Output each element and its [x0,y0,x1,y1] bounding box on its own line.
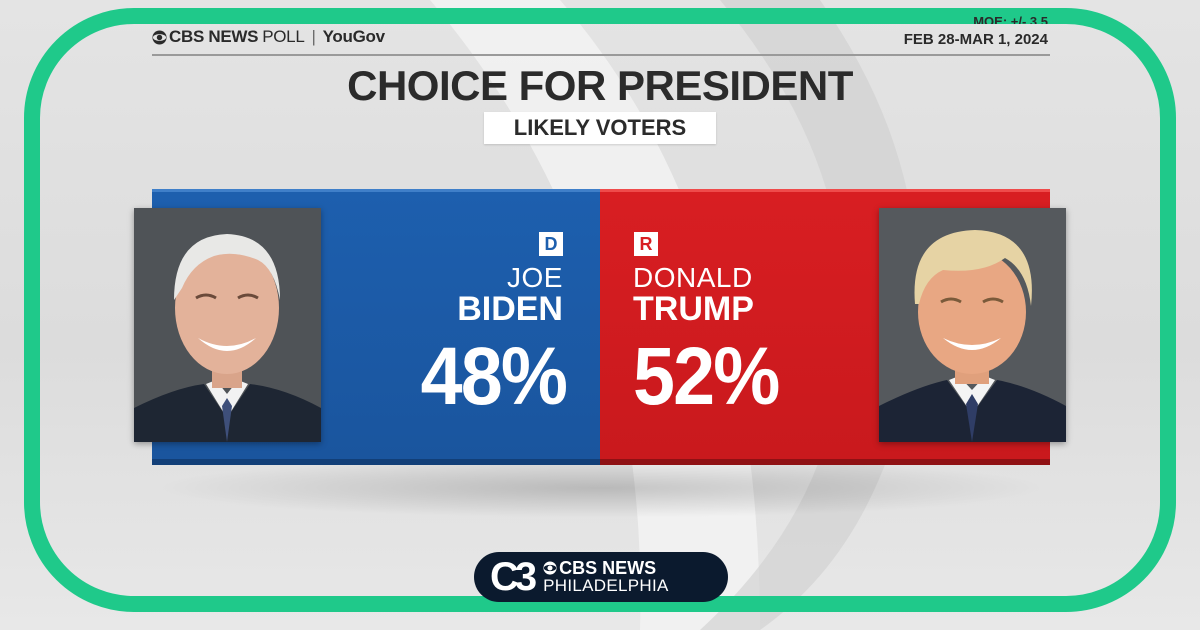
graphic-subtitle: LIKELY VOTERS [484,112,716,144]
panel-shadow [152,458,1050,518]
poll-brand: CBS NEWS POLL | YouGov [152,26,385,48]
candidate-percent-trump: 52% [633,331,780,422]
margin-of-error: MOE: +/- 3.5 [973,14,1048,24]
candidate-last-name-biden: BIDEN [457,290,563,328]
party-badge-democrat: D [539,232,563,256]
station-channel: C3 [490,554,537,599]
candidate-first-name-biden: JOE [507,262,563,293]
brand-cbs-news: CBS NEWS [169,27,259,46]
station-logo: C3 CBS NEWS PHILADELPHIA [474,552,728,602]
brand-yougov: YouGov [322,27,385,46]
graphic-title: CHOICE FOR PRESIDENT [347,62,853,109]
candidate-last-name-trump: TRUMP [633,290,754,328]
candidate-photo-trump [879,208,1066,442]
station-city: PHILADELPHIA [543,576,669,595]
party-badge-republican: R [634,232,658,256]
candidate-photo-biden [134,208,321,442]
poll-dates: FEB 28-MAR 1, 2024 [903,31,1048,48]
green-frame [24,8,1176,612]
candidate-percent-biden: 48% [420,331,568,422]
brand-poll: POLL [262,27,305,46]
station-network: CBS NEWS [559,558,657,578]
header-divider [152,54,1050,56]
candidate-first-name-trump: DONALD [633,262,753,293]
cbs-eye-icon [543,561,557,575]
cbs-eye-icon [152,29,167,45]
brand-separator: | [311,27,316,46]
